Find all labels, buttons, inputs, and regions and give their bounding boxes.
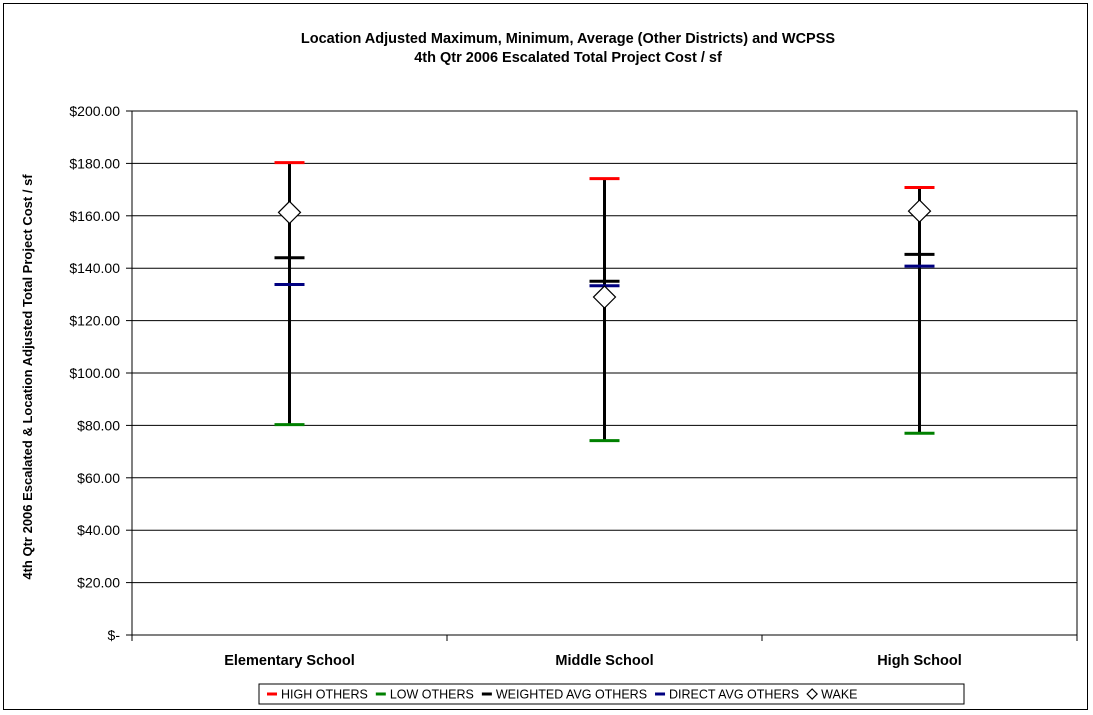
chart-subtitle: 4th Qtr 2006 Escalated Total Project Cos…	[414, 50, 722, 66]
legend-items: HIGH OTHERS LOW OTHERS WEIGHTED AVG OTHERS…	[267, 688, 858, 702]
x-category-label: Middle School	[555, 653, 653, 669]
legend-label: HIGH OTHERS	[281, 688, 368, 702]
x-category-label: Elementary School	[224, 653, 355, 669]
y-tick-label: $160.00	[69, 208, 120, 224]
y-tick-label: $140.00	[69, 260, 120, 276]
y-tick-label: $60.00	[77, 470, 120, 486]
legend-label: WAKE	[821, 688, 857, 702]
legend-label: WEIGHTED AVG OTHERS	[496, 688, 647, 702]
y-tick-label: $-	[108, 627, 121, 643]
legend-swatch	[806, 688, 819, 700]
chart-svg: Location Adjusted Maximum, Minimum, Aver…	[20, 31, 1078, 705]
y-tick-label: $180.00	[69, 155, 120, 171]
y-axis-label: 4th Qtr 2006 Escalated & Location Adjust…	[20, 174, 35, 580]
y-tick-label: $120.00	[69, 313, 120, 329]
x-category-label: High School	[877, 653, 962, 669]
y-tick-label: $200.00	[69, 103, 120, 119]
y-tick-label: $80.00	[77, 417, 120, 433]
diamond-marker	[277, 200, 302, 225]
legend: HIGH OTHERS LOW OTHERS WEIGHTED AVG OTHERS…	[258, 683, 965, 705]
legend-box	[258, 683, 965, 705]
diamond-marker	[592, 285, 617, 309]
y-tick-layer: $- $20.00 $40.00 $60.00 $80.00 $100.00 $120.00…	[69, 103, 132, 643]
x-tick-layer: Elementary School Middle School High Schoo…	[131, 635, 1078, 669]
legend-label: LOW OTHERS	[390, 688, 474, 702]
chart-frame: Location Adjusted Maximum, Minimum, Aver…	[3, 3, 1088, 710]
y-tick-label: $40.00	[77, 522, 120, 538]
y-tick-label: $100.00	[69, 365, 120, 381]
legend-label: DIRECT AVG OTHERS	[669, 688, 799, 702]
marker-layer	[274, 161, 935, 443]
y-tick-label: $20.00	[77, 575, 120, 591]
diamond-marker	[907, 199, 932, 223]
chart-title: Location Adjusted Maximum, Minimum, Aver…	[301, 31, 835, 47]
